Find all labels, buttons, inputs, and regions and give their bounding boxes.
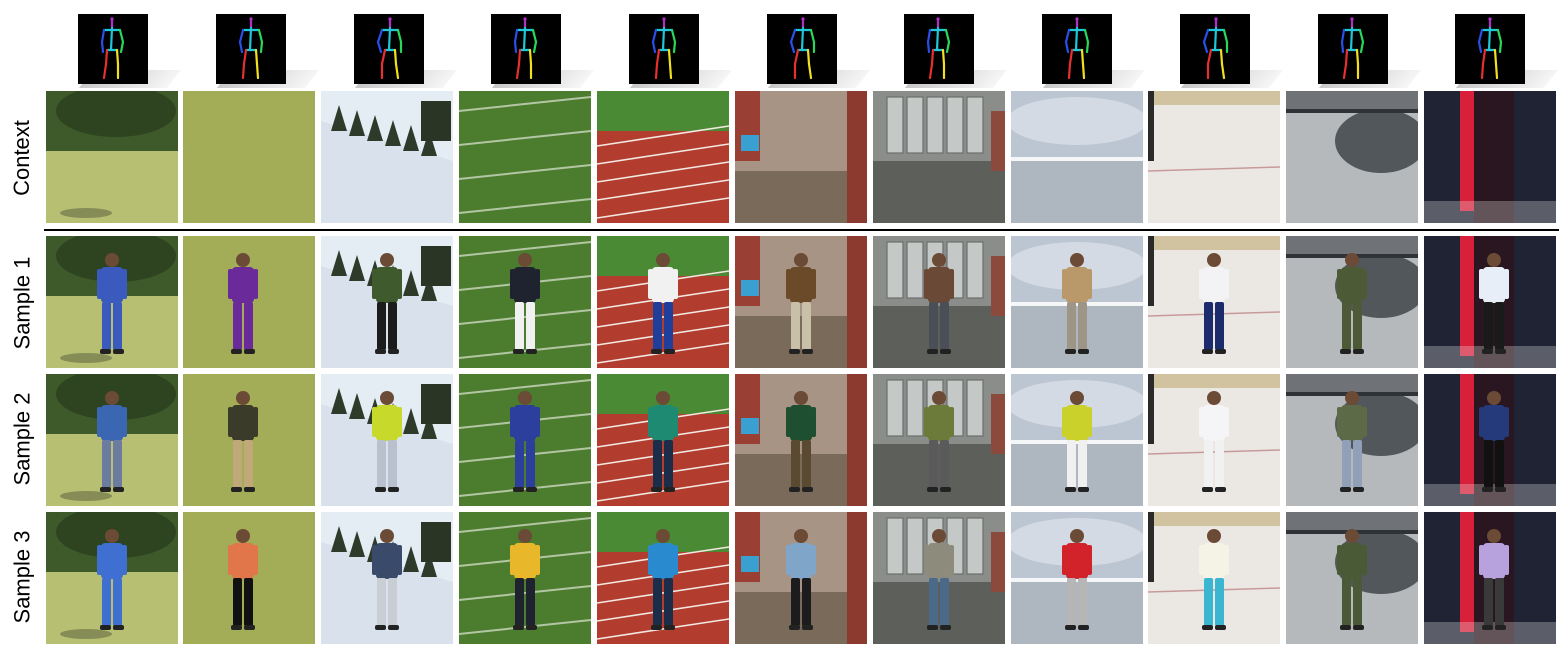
- sample3-image-5: [597, 512, 729, 644]
- sample2-image-10: [1286, 374, 1418, 506]
- context-image-10: [1286, 91, 1418, 223]
- pose-skeleton-10: [1318, 14, 1422, 89]
- sample3-image-6: [735, 512, 867, 644]
- sample1-image-1: [46, 236, 178, 368]
- pose-skeleton-11: [1455, 14, 1559, 89]
- sample1-image-5: [597, 236, 729, 368]
- sample3-image-2: [183, 512, 315, 644]
- pose-skeleton-7: [904, 14, 1008, 89]
- context-image-7: [873, 91, 1005, 223]
- pose-skeleton-2: [216, 14, 320, 89]
- sample3-image-4: [459, 512, 591, 644]
- context-image-6: [735, 91, 867, 223]
- row-label-sample-3: Sample 3: [0, 510, 44, 644]
- sample2-image-3: [321, 374, 453, 506]
- sample2-image-5: [597, 374, 729, 506]
- context-image-2: [183, 91, 315, 223]
- sample2-image-6: [735, 374, 867, 506]
- row-label-sample-1-text: Sample 1: [9, 256, 35, 350]
- pose-canvas: [1455, 14, 1525, 84]
- sample2-image-11: [1424, 374, 1556, 506]
- sample2-image-9: [1148, 374, 1280, 506]
- context-image-5: [597, 91, 729, 223]
- sample2-image-8: [1011, 374, 1143, 506]
- row-label-sample-1: Sample 1: [0, 236, 44, 370]
- sample1-image-11: [1424, 236, 1556, 368]
- sample1-image-7: [873, 236, 1005, 368]
- pose-skeleton-4: [491, 14, 595, 89]
- pose-canvas: [1180, 14, 1250, 84]
- pose-canvas: [904, 14, 974, 84]
- sample3-image-7: [873, 512, 1005, 644]
- context-image-8: [1011, 91, 1143, 223]
- row-label-sample-3-text: Sample 3: [9, 530, 35, 624]
- sample3-image-10: [1286, 512, 1418, 644]
- sample3-image-3: [321, 512, 453, 644]
- pose-skeleton-9: [1180, 14, 1284, 89]
- pose-skeleton-6: [767, 14, 871, 89]
- pose-skeleton-1: [78, 14, 182, 89]
- context-image-3: [321, 91, 453, 223]
- context-image-1: [46, 91, 178, 223]
- sample1-image-4: [459, 236, 591, 368]
- sample3-image-11: [1424, 512, 1556, 644]
- sample2-image-1: [46, 374, 178, 506]
- sample2-image-4: [459, 374, 591, 506]
- sample1-image-9: [1148, 236, 1280, 368]
- sample1-image-2: [183, 236, 315, 368]
- row-label-sample-2-text: Sample 2: [9, 392, 35, 486]
- pose-canvas: [491, 14, 561, 84]
- context-divider: [44, 229, 1559, 231]
- pose-canvas: [767, 14, 837, 84]
- pose-skeleton-row: [0, 14, 1563, 89]
- context-image-11: [1424, 91, 1556, 223]
- pose-canvas: [1318, 14, 1388, 84]
- row-label-context: Context: [0, 91, 44, 225]
- pose-canvas: [1042, 14, 1112, 84]
- pose-skeleton-5: [629, 14, 733, 89]
- row-label-sample-2: Sample 2: [0, 372, 44, 506]
- sample3-image-8: [1011, 512, 1143, 644]
- sample3-image-9: [1148, 512, 1280, 644]
- sample2-image-7: [873, 374, 1005, 506]
- sample1-image-8: [1011, 236, 1143, 368]
- sample1-image-6: [735, 236, 867, 368]
- pose-skeleton-8: [1042, 14, 1146, 89]
- pose-canvas: [354, 14, 424, 84]
- pose-canvas: [78, 14, 148, 84]
- context-image-4: [459, 91, 591, 223]
- context-image-9: [1148, 91, 1280, 223]
- sample1-image-3: [321, 236, 453, 368]
- pose-canvas: [216, 14, 286, 84]
- row-label-context-text: Context: [9, 120, 35, 196]
- pose-canvas: [629, 14, 699, 84]
- sample2-image-2: [183, 374, 315, 506]
- sample1-image-10: [1286, 236, 1418, 368]
- sample3-image-1: [46, 512, 178, 644]
- pose-skeleton-3: [354, 14, 458, 89]
